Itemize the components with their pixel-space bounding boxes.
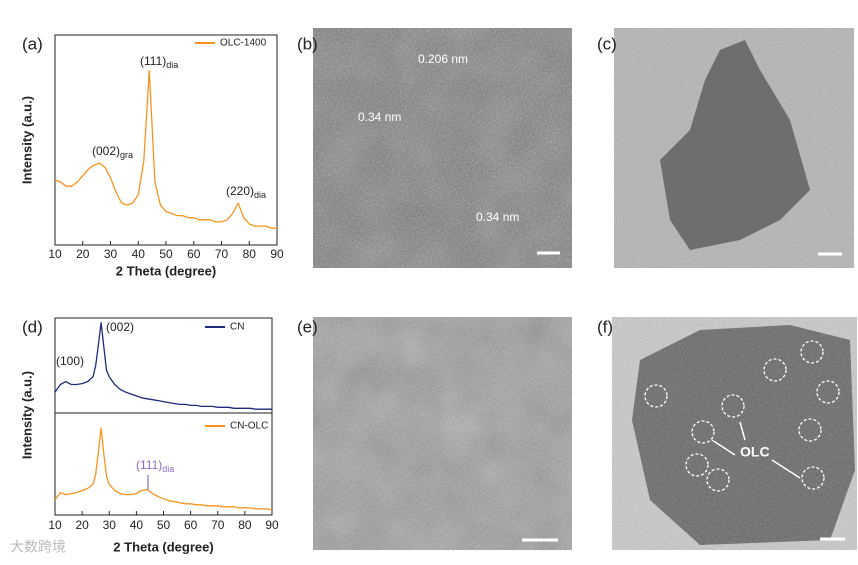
x-tick-label: 90 xyxy=(270,247,284,261)
image-f xyxy=(612,317,857,550)
image-e xyxy=(313,317,572,550)
peak-annotation: (111)dia xyxy=(140,54,178,70)
peak-annotation: (111)dia xyxy=(136,458,174,474)
x-tick-label: 20 xyxy=(76,247,90,261)
image-b xyxy=(313,28,572,268)
x-tick-label: 20 xyxy=(75,518,89,532)
x-tick-label: 50 xyxy=(159,247,173,261)
watermark: 大数跨境 xyxy=(10,539,66,555)
annotation-text: (100) xyxy=(56,354,84,368)
image-annotation: 0.34 nm xyxy=(476,210,519,224)
image-annotation: 0.206 nm xyxy=(418,52,468,66)
peak-annotation: (220)dia xyxy=(226,184,266,200)
x-axis-label: 2 Theta (degree) xyxy=(113,539,213,554)
annotation-text: (111) xyxy=(136,458,162,472)
annotation-text: (002) xyxy=(106,320,134,334)
panel-label: (d) xyxy=(22,317,43,336)
y-axis-label: Intensity (a.u.) xyxy=(19,96,34,184)
annotation-text: (220) xyxy=(226,184,254,198)
legend-label: CN-OLC xyxy=(230,421,268,432)
series-line xyxy=(54,70,277,229)
legend-label: CN xyxy=(230,322,244,333)
x-tick-label: 90 xyxy=(265,518,279,532)
x-tick-label: 50 xyxy=(157,518,171,532)
x-tick-label: 30 xyxy=(104,247,118,261)
y-axis-label: Intensity (a.u.) xyxy=(19,371,34,459)
x-tick-label: 70 xyxy=(211,518,225,532)
annotation-subscript: dia xyxy=(166,60,178,70)
x-axis-label: 2 Theta (degree) xyxy=(116,263,216,278)
annotation-subscript: dia xyxy=(254,190,266,200)
image-annotation: OLC xyxy=(740,444,770,460)
annotation-subscript: dia xyxy=(162,464,174,474)
annotation-text: (111) xyxy=(140,54,166,68)
peak-annotation: (100) xyxy=(56,354,84,368)
annotation-subscript: gra xyxy=(120,150,133,160)
x-tick-label: 40 xyxy=(130,518,144,532)
panel-label: (f) xyxy=(597,317,613,336)
x-tick-label: 10 xyxy=(48,518,62,532)
panel-label: (b) xyxy=(297,34,318,53)
series-line xyxy=(54,427,273,511)
x-tick-label: 10 xyxy=(48,247,62,261)
x-tick-label: 30 xyxy=(103,518,117,532)
x-tick-label: 60 xyxy=(187,247,201,261)
x-tick-label: 80 xyxy=(238,518,252,532)
panel-label: (a) xyxy=(22,34,43,53)
peak-annotation: (002) xyxy=(106,320,134,334)
x-tick-label: 40 xyxy=(132,247,146,261)
image-c xyxy=(614,28,854,268)
legend-label: OLC-1400 xyxy=(220,38,267,49)
x-tick-label: 80 xyxy=(243,247,257,261)
image-annotation: 0.34 nm xyxy=(358,110,401,124)
x-tick-label: 60 xyxy=(184,518,198,532)
panel-label: (e) xyxy=(297,317,318,336)
peak-annotation: (002)gra xyxy=(92,144,133,160)
panel-label: (c) xyxy=(597,34,617,53)
annotation-text: (002) xyxy=(92,144,120,158)
x-tick-label: 70 xyxy=(215,247,229,261)
series-line xyxy=(54,322,272,410)
